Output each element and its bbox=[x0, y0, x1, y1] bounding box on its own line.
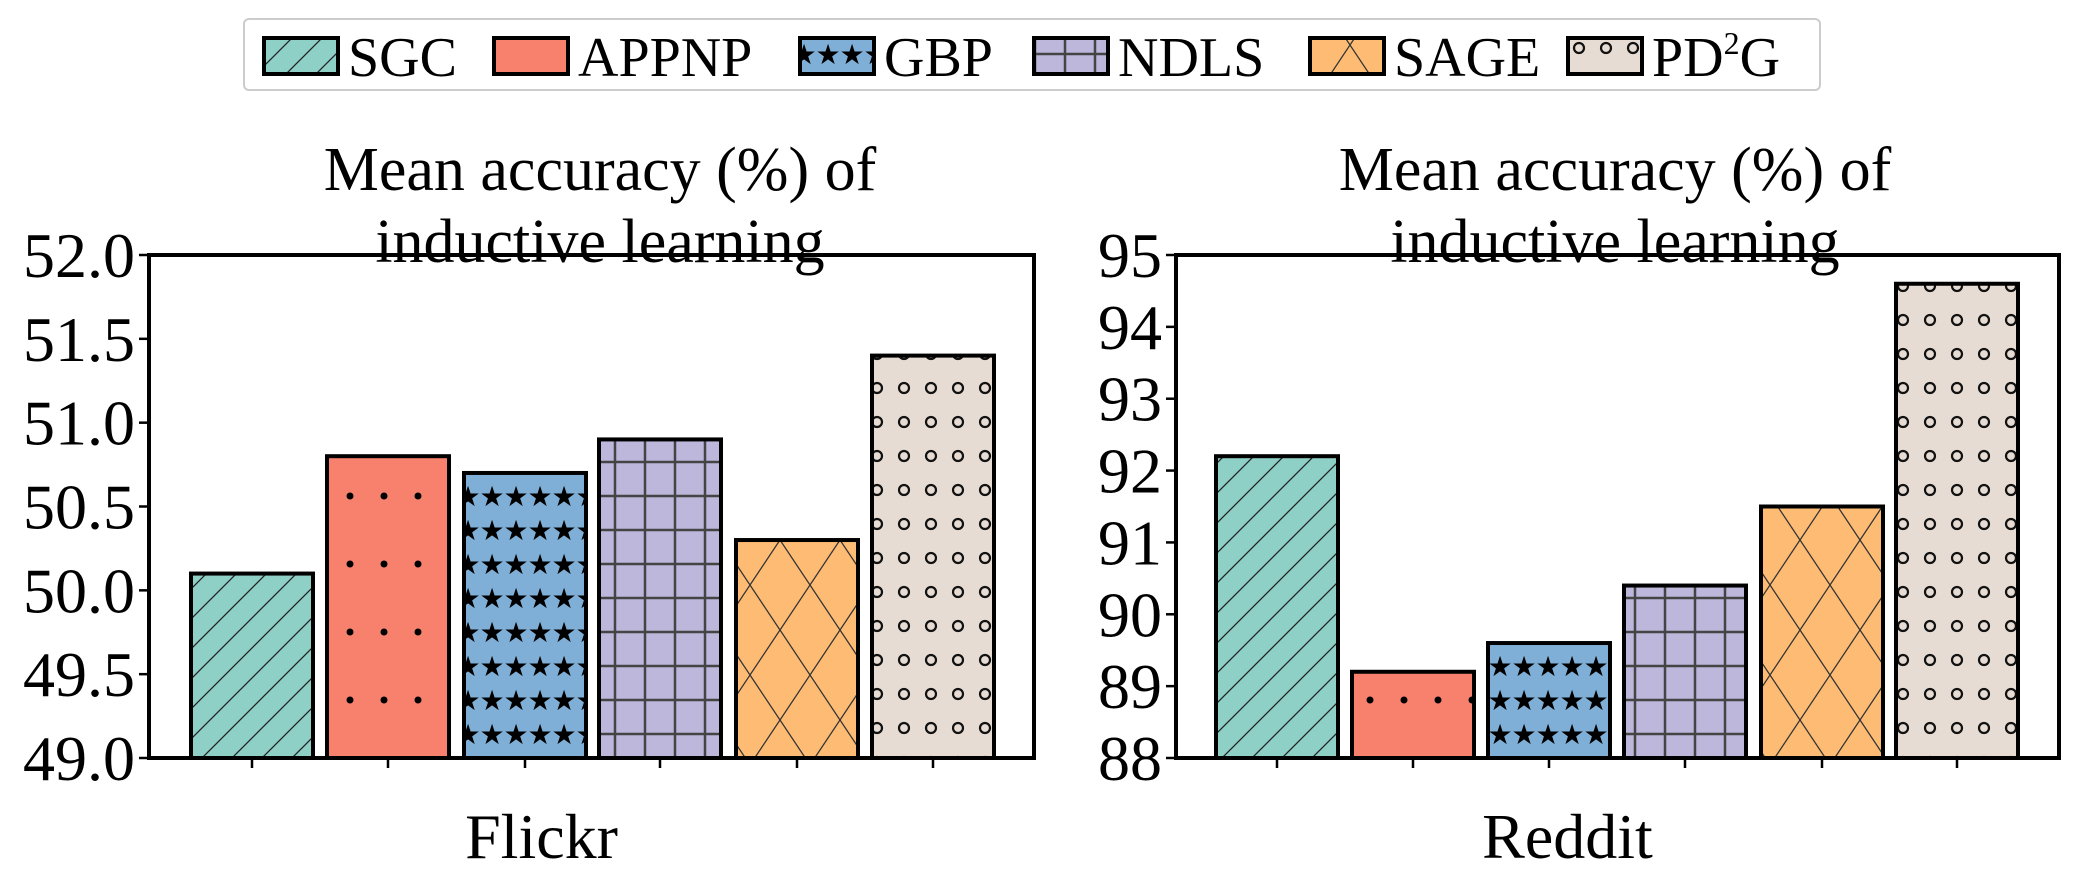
legend-label-gbp: GBP bbox=[884, 27, 993, 89]
y-tick-label: 93 bbox=[1098, 364, 1162, 435]
y-tick-label: 90 bbox=[1098, 579, 1162, 650]
bar-pattern-sgc bbox=[189, 571, 315, 760]
bar-pattern-pd2g bbox=[1894, 281, 2020, 760]
x-axis-label: Flickr bbox=[465, 801, 618, 871]
bar-pattern-ndls bbox=[597, 437, 723, 760]
chart-title-line-1: Mean accuracy (%) of bbox=[324, 136, 877, 204]
legend-label-ndls: NDLS bbox=[1118, 27, 1264, 89]
y-tick-label: 49.0 bbox=[23, 723, 135, 794]
bar-pattern-appnp bbox=[325, 454, 451, 760]
x-axis-label: Reddit bbox=[1482, 801, 1653, 871]
legend-swatch-pattern bbox=[1308, 36, 1386, 76]
chart-title-line-2: inductive learning bbox=[1390, 208, 1839, 276]
chart-title-line-1: Mean accuracy (%) of bbox=[1339, 136, 1892, 204]
bar-pattern-sage bbox=[734, 538, 860, 760]
y-tick-label: 50.5 bbox=[23, 472, 135, 543]
legend-swatch-pattern bbox=[1032, 36, 1110, 76]
y-tick-label: 92 bbox=[1098, 436, 1162, 507]
y-tick-label: 50.0 bbox=[23, 555, 135, 626]
y-tick-label: 49.5 bbox=[23, 639, 135, 710]
legend-label-sage: SAGE bbox=[1394, 27, 1540, 89]
legend-swatch-pattern bbox=[798, 36, 876, 76]
bar-pattern-appnp bbox=[1350, 669, 1476, 760]
legend: SGC APPNP GBP NDLS SAGE PD2G bbox=[243, 18, 1821, 91]
legend-swatch-pattern bbox=[492, 36, 570, 76]
y-tick-label: 89 bbox=[1098, 651, 1162, 722]
bar-pattern-pd2g bbox=[870, 353, 996, 760]
bar-pattern-ndls bbox=[1622, 583, 1748, 760]
y-tick-label: 88 bbox=[1098, 723, 1162, 794]
legend-swatch-pattern bbox=[262, 36, 340, 76]
bar-pattern-gbp bbox=[1486, 641, 1612, 760]
y-tick-label: 95 bbox=[1098, 220, 1162, 291]
bar-pattern-sgc bbox=[1214, 454, 1340, 760]
legend-label-sgc: SGC bbox=[348, 27, 457, 89]
legend-label-appnp: APPNP bbox=[578, 27, 752, 89]
y-tick-label: 52.0 bbox=[23, 220, 135, 291]
legend-label-pd2g: PD2G bbox=[1652, 25, 1780, 89]
axes-frame bbox=[1174, 253, 2061, 760]
y-tick-label: 91 bbox=[1098, 507, 1162, 578]
bar-pattern-sage bbox=[1759, 504, 1885, 760]
legend-swatch-pattern bbox=[1566, 36, 1644, 76]
chart-title-line-2: inductive learning bbox=[375, 208, 824, 276]
y-tick-label: 94 bbox=[1098, 292, 1162, 363]
y-tick-label: 51.0 bbox=[23, 388, 135, 459]
y-tick-label: 51.5 bbox=[23, 304, 135, 375]
bar-pattern-gbp bbox=[462, 470, 588, 760]
